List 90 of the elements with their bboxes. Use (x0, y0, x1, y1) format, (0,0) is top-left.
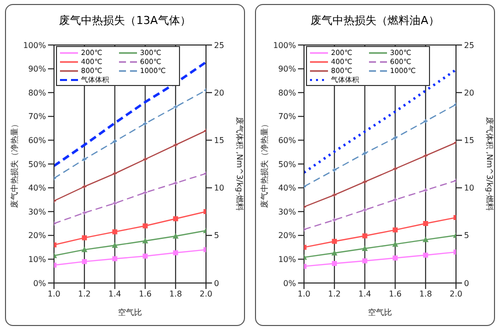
line-series (304, 68, 456, 174)
point (362, 150, 368, 156)
x-tick-label: 1.0 (298, 290, 310, 299)
chart-title: 废气中热损失（燃料油A） (310, 13, 440, 29)
y-tick-label: 30% (278, 207, 296, 216)
y2-tick-label: 0 (464, 278, 470, 288)
y2-tick-label: 20 (214, 88, 224, 98)
point (362, 245, 368, 251)
y-tick-label: 20% (28, 231, 46, 240)
y-tick-label: 40% (28, 184, 46, 193)
point (112, 229, 118, 234)
y-tick-label: 90% (28, 64, 46, 74)
point (142, 254, 148, 259)
y-tick-label: 50% (278, 160, 296, 169)
y-tick-label: 70% (278, 112, 296, 122)
y-tick-label: 20% (278, 231, 296, 240)
y-tick-label: 60% (278, 136, 296, 146)
point (172, 233, 179, 239)
x-tick-label: 1.4 (358, 290, 372, 299)
x-axis-title: 空气比 (118, 308, 142, 317)
x-tick-label: 1.2 (78, 290, 91, 299)
y-tick-label: 80% (278, 88, 296, 98)
point (332, 260, 337, 266)
y2-tick-label: 20 (464, 88, 474, 98)
y-tick-label: 100% (273, 40, 296, 50)
point (362, 233, 368, 238)
y2-tick-label: 15 (464, 136, 474, 146)
point (173, 216, 178, 222)
x-tick-label: 2.0 (200, 290, 212, 299)
y-tick-label: 90% (278, 64, 296, 74)
y2-tick-label: 25 (464, 40, 474, 50)
line-series (54, 209, 206, 248)
point (392, 166, 398, 172)
x-tick-label: 1.8 (419, 290, 432, 299)
y-tick-label: 100% (23, 40, 46, 50)
line-series (54, 60, 206, 168)
x-tick-label: 1.6 (138, 290, 152, 299)
y-axis-title: 废气中热损失（净热量） (10, 120, 19, 208)
point (392, 197, 398, 202)
point (142, 156, 148, 162)
y-tick-label: 80% (28, 88, 46, 98)
point (173, 250, 178, 256)
y-tick-label: 60% (28, 136, 46, 146)
y2-tick-label: 10 (464, 184, 474, 193)
y-tick-label: 0% (33, 278, 46, 288)
point (392, 241, 398, 247)
point (423, 252, 428, 258)
point (82, 259, 87, 264)
y2-tick-label: 10 (214, 184, 224, 193)
y-tick-label: 0% (283, 278, 296, 288)
y2-tick-label: 15 (214, 136, 224, 146)
y2-tick-label: 5 (464, 231, 470, 240)
point (423, 221, 428, 226)
point (82, 235, 87, 240)
x-tick-label: 2.0 (450, 290, 462, 299)
y-axis-title: 废气中热损失（净热量） (260, 120, 269, 208)
y2-tick-label: 0 (214, 278, 220, 288)
x-tick-label: 1.8 (169, 290, 182, 299)
y-tick-label: 10% (28, 255, 46, 264)
line-series (304, 215, 456, 250)
point (422, 236, 429, 242)
y2-axis-title: 废气体积 ,Nm^3/kg-燃料 (485, 117, 494, 211)
y2-tick-label: 5 (214, 231, 220, 240)
x-tick-label: 1.2 (328, 290, 341, 299)
chart-title: 废气中热损失（13A气体） (58, 13, 192, 29)
point (112, 200, 118, 206)
x-axis-title: 空气比 (368, 308, 392, 317)
y2-axis-title: 废气体积 ,Nm^3/kg-燃料 (235, 117, 244, 211)
point (392, 135, 398, 140)
x-tick-label: 1.6 (388, 290, 402, 299)
point (112, 256, 118, 262)
point (392, 227, 398, 232)
y-tick-label: 40% (278, 184, 296, 193)
line-series (304, 250, 456, 269)
y-tick-label: 70% (28, 112, 46, 122)
point (142, 238, 148, 244)
x-tick-label: 1.4 (108, 290, 122, 299)
point (142, 223, 148, 228)
point (81, 246, 88, 252)
point (392, 256, 398, 261)
point (112, 242, 118, 248)
point (332, 238, 337, 244)
y2-tick-label: 25 (214, 40, 224, 50)
y-tick-label: 10% (278, 255, 296, 264)
point (331, 250, 338, 256)
y-tick-label: 50% (28, 160, 46, 169)
y-tick-label: 30% (28, 207, 46, 216)
line-series (54, 247, 206, 268)
point (362, 258, 368, 264)
x-tick-label: 1.0 (48, 290, 60, 299)
